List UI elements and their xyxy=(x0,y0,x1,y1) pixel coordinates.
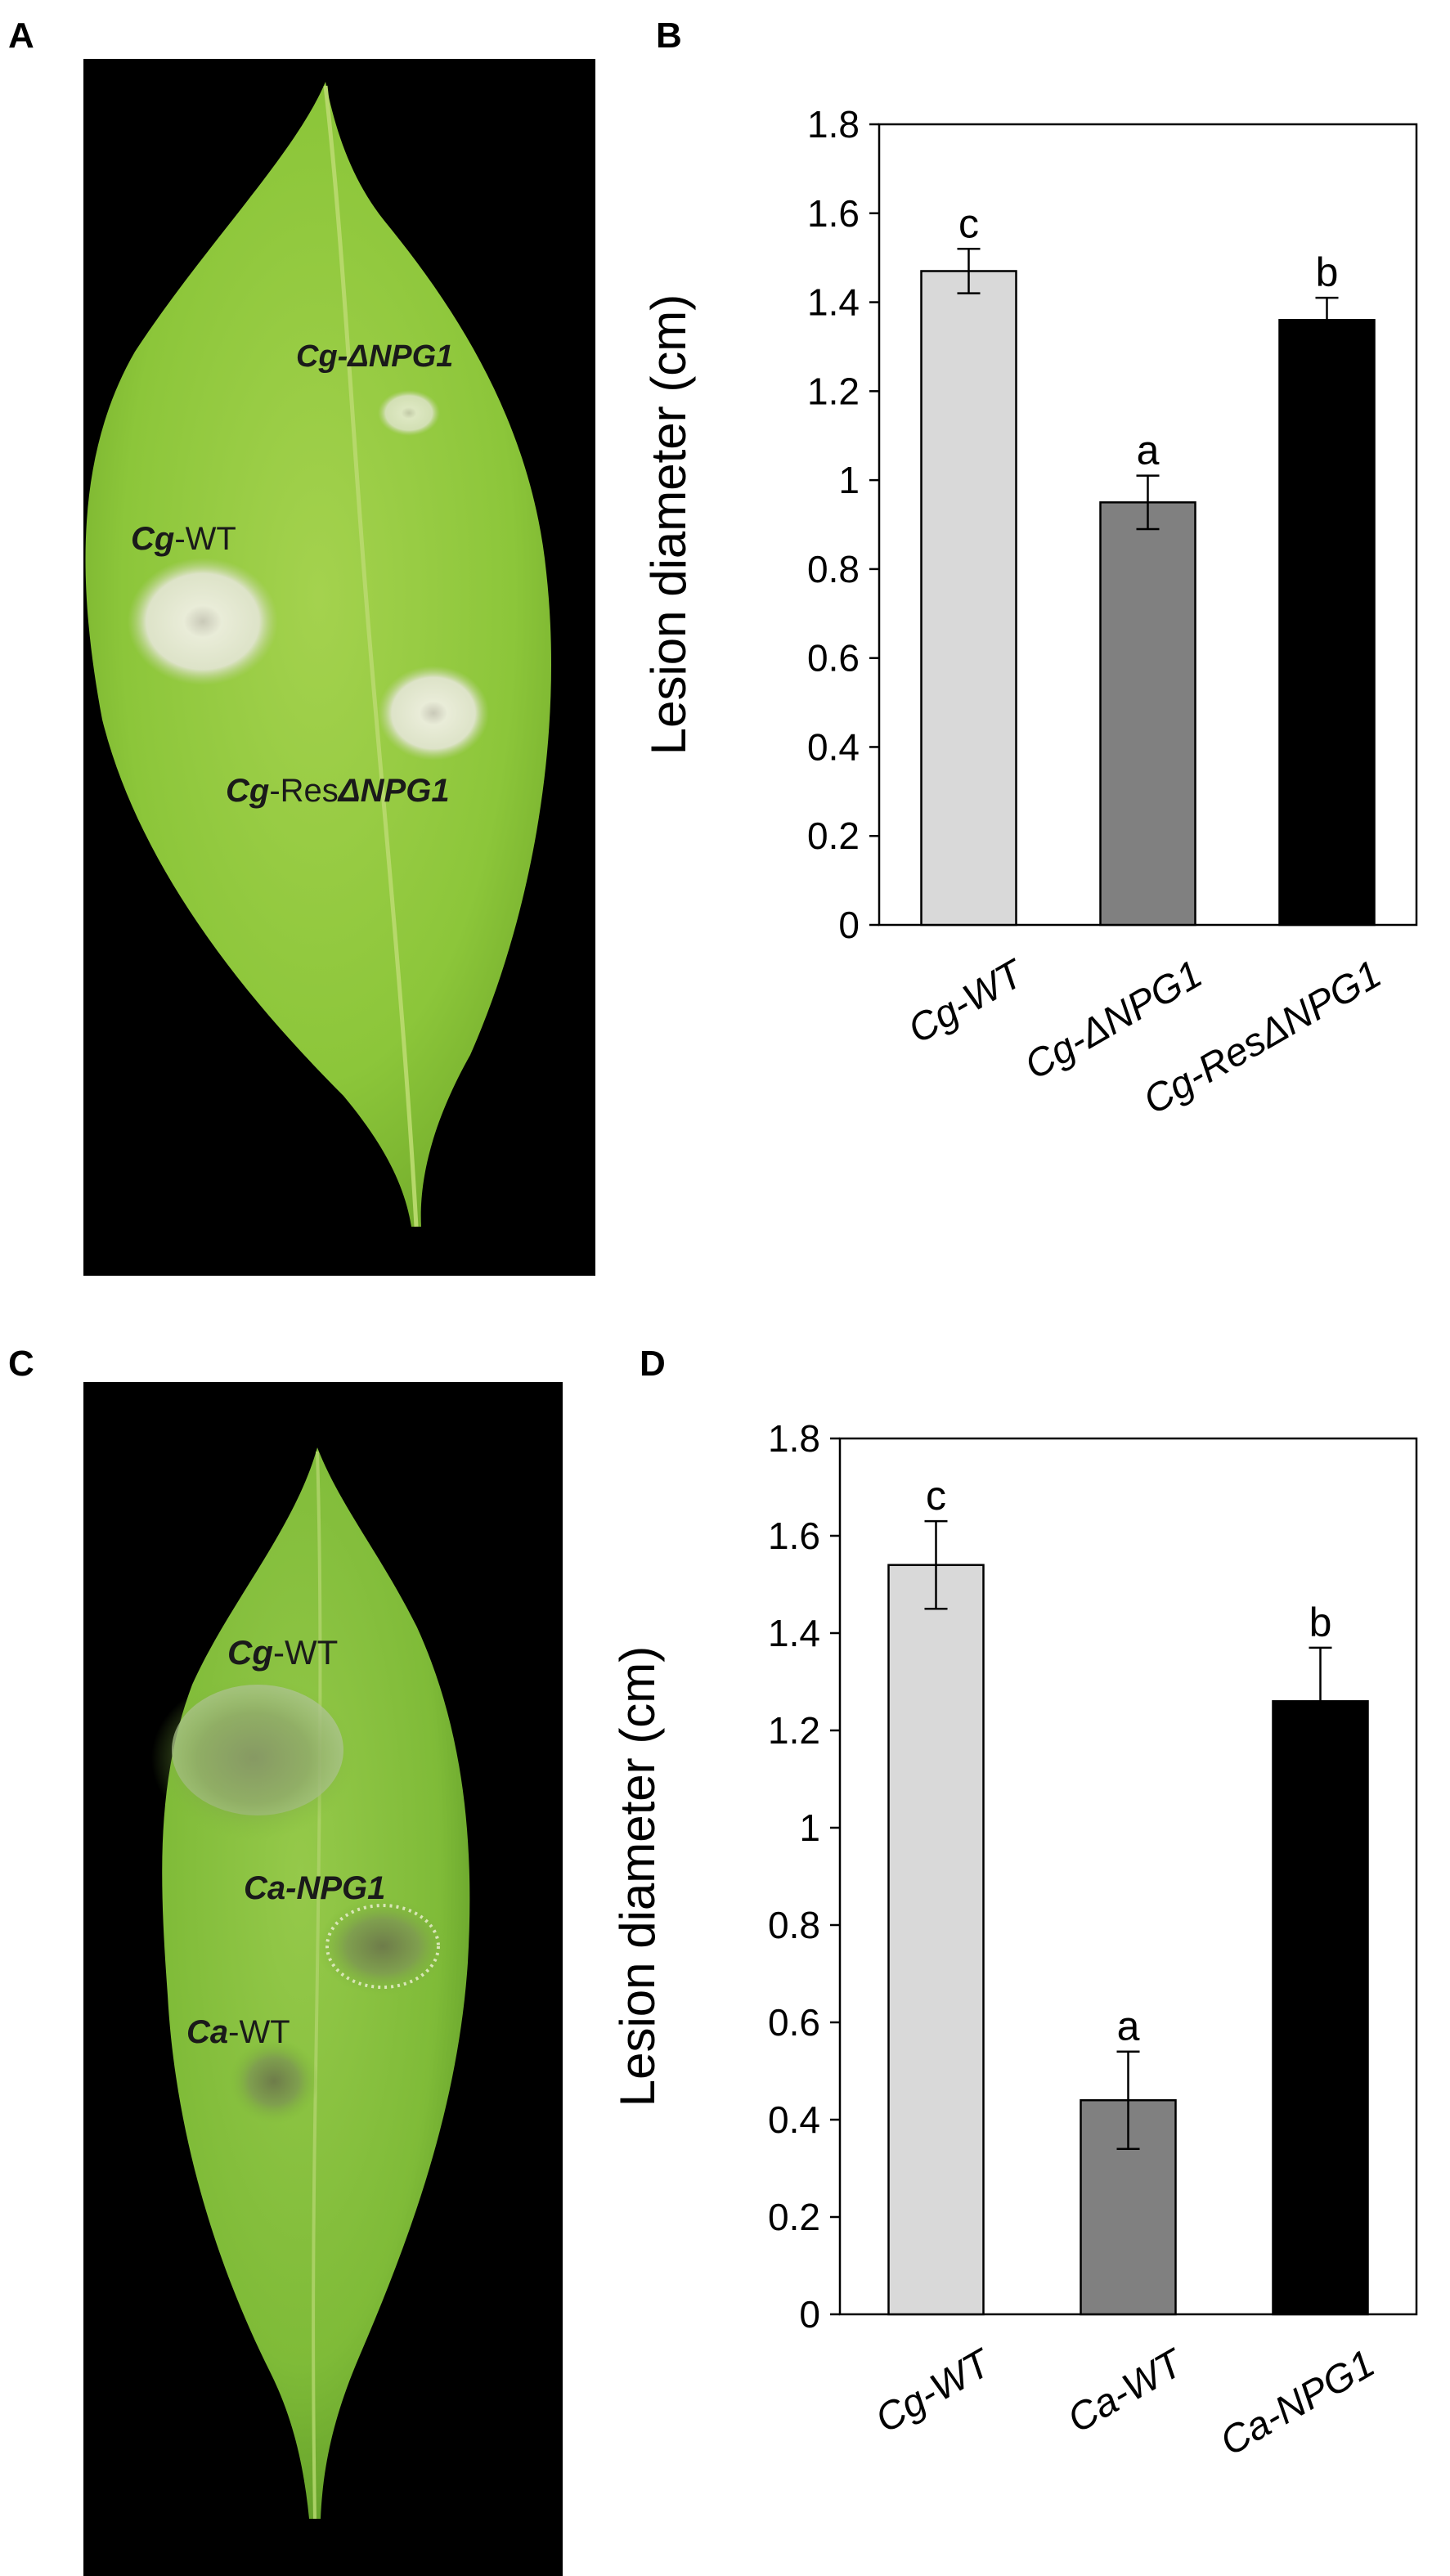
y-tick-label: 1.8 xyxy=(807,103,860,146)
x-category-label: Ca-NPG1 xyxy=(1213,2342,1382,2465)
lesion-cg-res-a xyxy=(378,666,489,761)
y-tick-label: 0.2 xyxy=(807,815,860,857)
leaf-label-ca-wt-c: Ca-WT xyxy=(186,2014,290,2050)
y-tick-label: 1.8 xyxy=(768,1417,820,1460)
y-tick-label: 0.4 xyxy=(768,2098,820,2141)
leaf-label-cg-wt-c: Cg-WT xyxy=(227,1633,338,1672)
y-tick-label: 0.6 xyxy=(807,637,860,680)
lesion-cg-dnpg1-a xyxy=(378,390,440,436)
panel-b: B 0 0.2 0.4 0.6 0.8 1 1.2 1.4 1.6 1.8 Lesion diame… xyxy=(641,16,1418,1123)
leaf-a xyxy=(85,82,552,1227)
bar xyxy=(887,1564,985,2316)
leaf-label-cg-wt: Cg-WT xyxy=(131,521,236,557)
y-tick-label: 1.2 xyxy=(807,370,860,412)
chart-d: 0 0.2 0.4 0.6 0.8 1 1.2 1.4 1.6 1.8 Lesion diamete… xyxy=(610,1417,1418,2465)
y-tick-label: 0.4 xyxy=(807,725,860,768)
panel-c-letter: C xyxy=(8,1344,34,1384)
leaf-label-ca-npg1-c: Ca-NPG1 xyxy=(244,1870,385,1906)
y-tick-label: 1.6 xyxy=(807,192,860,235)
chart-b: 0 0.2 0.4 0.6 0.8 1 1.2 1.4 1.6 1.8 Lesion diamete… xyxy=(641,103,1418,1123)
bar xyxy=(1099,501,1196,927)
lesion-ca-npg1-c xyxy=(317,1897,448,1995)
lesion-cg-wt-c-halo xyxy=(151,1676,356,1840)
lesion-cg-wt-a xyxy=(128,558,278,685)
y-tick-label: 0.8 xyxy=(768,1904,820,1946)
y-tick-label: 1.4 xyxy=(807,281,860,324)
y-tick-label: 1 xyxy=(799,1806,820,1849)
significance-letter: a xyxy=(1117,2004,1140,2049)
bar xyxy=(920,270,1017,927)
y-tick-label: 1.6 xyxy=(768,1515,820,1557)
leaf-label-cg-dnpg1: Cg-ΔNPG1 xyxy=(296,339,453,374)
lesion-ca-npg1-c-ring xyxy=(325,1904,440,1989)
y-tick-label: 0.6 xyxy=(768,2001,820,2044)
panel-c: C Cg-WT Ca-NPG1 Ca-WT xyxy=(8,1344,563,2576)
lesion-ca-wt-c xyxy=(229,2039,319,2124)
panel-a: A Cg-ΔNPG1 Cg-WT Cg-ResΔNPG1 xyxy=(8,16,595,1276)
significance-letter: b xyxy=(1316,249,1339,295)
significance-letter: c xyxy=(958,200,979,246)
y-axis-label: Lesion diameter (cm) xyxy=(610,1646,665,2107)
significance-letter: c xyxy=(926,1473,946,1519)
bar xyxy=(1278,319,1376,927)
panel-a-letter: A xyxy=(8,16,34,56)
y-tick-label: 1.2 xyxy=(768,1709,820,1752)
leaf-midrib-c xyxy=(312,1451,322,2520)
y-tick-label: 0 xyxy=(799,2293,820,2336)
significance-letter: b xyxy=(1309,1600,1332,1645)
leaf-midrib-a xyxy=(323,85,419,1227)
panel-b-letter: B xyxy=(656,16,682,56)
x-category-label: Cg-WT xyxy=(901,951,1033,1052)
x-category-label: Cg-WT xyxy=(869,2340,1000,2442)
y-tick-label: 0.2 xyxy=(768,2196,820,2238)
y-tick-label: 1 xyxy=(838,459,860,501)
y-axis-label: Lesion diameter (cm) xyxy=(641,294,696,756)
y-tick-label: 1.4 xyxy=(768,1612,820,1654)
panel-d-letter: D xyxy=(640,1344,666,1384)
bar xyxy=(1272,1700,1369,2316)
leaf-label-cg-res-dnpg1: Cg-ResΔNPG1 xyxy=(226,773,450,809)
panel-d: D 0 0.2 0.4 0.6 0.8 1 1.2 1.4 1.6 1.8 Lesion diame… xyxy=(610,1344,1418,2465)
y-tick-label: 0 xyxy=(838,904,860,946)
x-category-label: Ca-WT xyxy=(1061,2340,1192,2442)
y-tick-label: 0.8 xyxy=(807,548,860,590)
significance-letter: a xyxy=(1137,428,1160,473)
